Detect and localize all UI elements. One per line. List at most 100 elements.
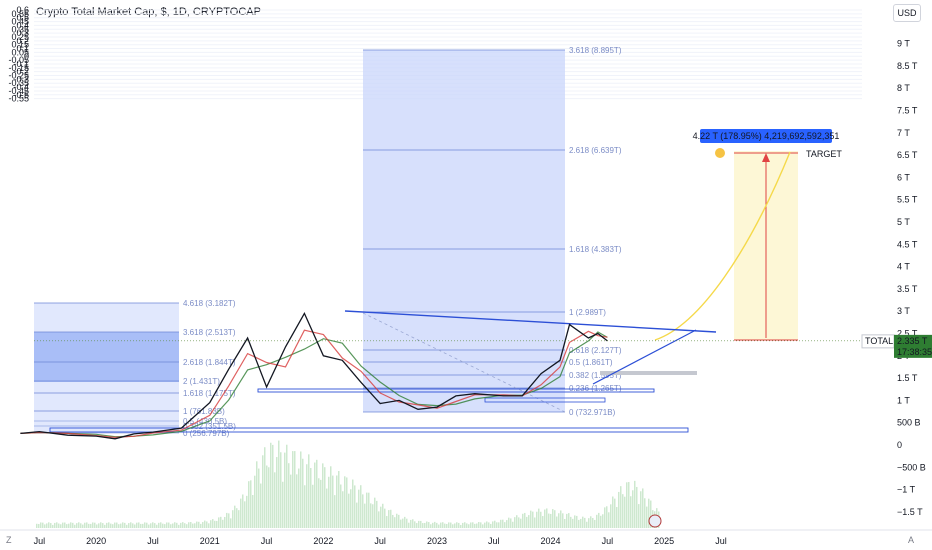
volume-bar [178, 524, 180, 528]
volume-bar [296, 474, 298, 528]
volume-bar [538, 508, 540, 528]
volume-bar [588, 518, 590, 528]
volume-bar [260, 483, 262, 528]
volume-bar [438, 524, 440, 528]
symbol-tag: TOTAL [865, 336, 893, 346]
volume-bar [560, 510, 562, 528]
volume-bar [462, 522, 464, 528]
x-tick-label: Jul [374, 536, 386, 546]
volume-bar [104, 524, 106, 528]
fib-center-fill [363, 50, 565, 412]
left-tick-label: 0.35 [11, 24, 29, 34]
volume-bar [264, 447, 266, 528]
volume-bar [468, 524, 470, 528]
right-tick-label: 8 T [897, 83, 910, 93]
volume-bar [196, 521, 198, 528]
left-tick-label: 0.5 [16, 13, 29, 23]
volume-bar [520, 518, 522, 528]
volume-bar [458, 522, 460, 528]
volume-bar [384, 508, 386, 528]
volume-bar [76, 523, 78, 528]
volume-bar [74, 524, 76, 528]
volume-bar [406, 518, 408, 528]
currency-button[interactable]: USD [893, 4, 921, 22]
volume-bar [586, 521, 588, 528]
volume-bar [456, 522, 458, 528]
volume-bar [604, 507, 606, 528]
right-tick-label: 8.5 T [897, 61, 918, 71]
volume-bar [428, 522, 430, 528]
volume-bar [206, 521, 208, 528]
volume-bar [408, 522, 410, 528]
volume-bar [266, 465, 268, 528]
volume-bar [50, 523, 52, 528]
right-tick-label: 7.5 T [897, 106, 918, 116]
x-tick-label: 2021 [200, 536, 220, 546]
corner-left-label: Z [6, 535, 12, 545]
volume-bar [584, 517, 586, 528]
right-tick-label: 3 T [897, 306, 910, 316]
volume-bar [552, 509, 554, 528]
volume-bar [322, 463, 324, 528]
descending-trendline [344, 310, 717, 333]
volume-bar [626, 482, 628, 528]
volume-bar [208, 523, 210, 528]
volume-bar [622, 494, 624, 528]
volume-bar [348, 493, 350, 528]
left-tick-label: 0 [24, 51, 29, 61]
volume-bar [94, 522, 96, 528]
volume-bar [426, 521, 428, 528]
volume-bar [52, 524, 54, 528]
volume-bar [154, 523, 156, 528]
volume-bar [174, 522, 176, 528]
volume-bar [180, 522, 182, 528]
volume-bar [96, 524, 98, 528]
right-tick-label: 2.5 T [897, 329, 918, 339]
volume-bar [274, 472, 276, 528]
volume-bar [484, 522, 486, 528]
volume-bar [144, 522, 146, 528]
volume-bar [556, 516, 558, 528]
volume-bar [136, 522, 138, 528]
left-tick-label: -0.1 [13, 59, 29, 69]
volume-bar [568, 513, 570, 528]
volume-bar [558, 513, 560, 528]
left-tick-label: -0.4 [13, 82, 29, 92]
volume-bar [202, 522, 204, 528]
volume-bar [582, 516, 584, 528]
volume-bar [292, 451, 294, 528]
volume-bar [618, 491, 620, 528]
measure-label-bg [700, 129, 832, 143]
volume-bar [218, 517, 220, 528]
chart-title: Crypto Total Market Cap, $, 1D, CRYPTOCA… [36, 6, 261, 18]
fib-left-label: 4.618 (3.182T) [183, 299, 236, 308]
support-box-2 [484, 397, 606, 403]
volume-bar [402, 518, 404, 528]
volume-bar [340, 484, 342, 528]
volume-bar [630, 496, 632, 528]
volume-bar [502, 519, 504, 528]
volume-bar [410, 519, 412, 528]
volume-bar [540, 511, 542, 528]
volume-bar [338, 471, 340, 528]
volume-bar [238, 510, 240, 528]
volume-bar [518, 517, 520, 528]
x-tick-label: Jul [602, 536, 614, 546]
volume-bar [454, 523, 456, 528]
volume-bar [362, 494, 364, 528]
volume-bar [380, 506, 382, 528]
volume-bar [628, 482, 630, 528]
volume-bar [332, 475, 334, 528]
volume-bar [66, 524, 68, 528]
volume-bar [194, 523, 196, 528]
right-tick-label: 6 T [897, 172, 910, 182]
volume-bar [108, 522, 110, 528]
volume-bars [36, 440, 660, 528]
volume-bar [114, 522, 116, 528]
volume-bar [554, 510, 556, 528]
volume-bar [258, 468, 260, 528]
volume-bar [262, 455, 264, 528]
ascending-trendline [592, 329, 697, 385]
volume-bar [68, 523, 70, 528]
